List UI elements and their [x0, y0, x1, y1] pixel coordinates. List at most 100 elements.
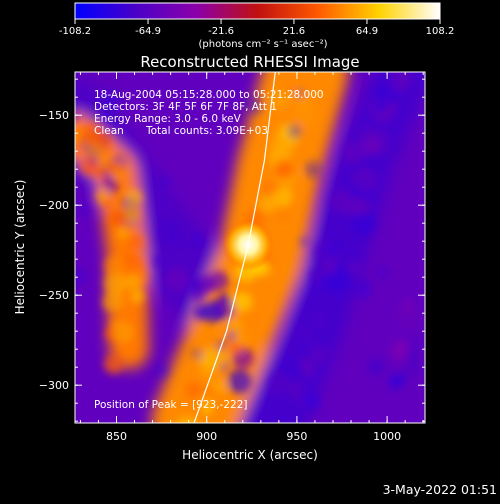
emission-knot: [75, 111, 78, 122]
emission-knot: [308, 314, 333, 339]
emission-knot: [341, 140, 365, 164]
emission-knot: [111, 168, 122, 179]
emission-knot: [82, 124, 105, 146]
emission-knot: [274, 159, 294, 179]
emission-knot: [406, 337, 423, 354]
emission-knot: [322, 261, 336, 275]
colorbar-tick-label: -64.9: [135, 26, 161, 37]
colorbar-gradient: [74, 2, 441, 20]
emission-knot: [325, 269, 351, 295]
colorbar-tick-label: 21.6: [283, 26, 305, 37]
emission-knot: [153, 254, 168, 268]
emission-knot: [274, 390, 294, 410]
x-axis-title: Heliocentric X (arcsec): [182, 448, 318, 462]
total-counts-text: Total counts: 3.09E+03: [145, 125, 268, 137]
emission-knot: [274, 206, 291, 224]
colorbar-tick-label: -21.6: [208, 26, 234, 37]
emission-knot: [184, 381, 203, 400]
emission-knot: [299, 236, 310, 247]
emission-knot: [304, 160, 322, 179]
emission-knot: [352, 168, 377, 193]
energy-range-text: Energy Range: 3.0 - 6.0 keV: [94, 113, 242, 125]
emission-knot: [211, 378, 227, 395]
emission-knot: [245, 96, 264, 115]
emission-knot: [384, 138, 402, 156]
time-range-text: 18-Aug-2004 05:15:28.000 to 05:21:28.000: [94, 89, 324, 101]
emission-knot: [268, 182, 280, 193]
y-tick-label: −200: [39, 199, 69, 212]
emission-knot: [103, 354, 123, 375]
plot-area: 850 900 950 1000 −150 −200 −250 −300 18-Aug-20…: [39, 71, 426, 443]
emission-knot: [156, 364, 169, 378]
emission-knot: [287, 124, 302, 139]
emission-knot: [378, 267, 387, 277]
emission-knot: [191, 348, 204, 360]
emission-knot: [203, 345, 229, 371]
emission-knot: [202, 395, 215, 408]
emission-knot: [270, 89, 291, 110]
emission-knot: [203, 281, 216, 294]
emission-knot: [232, 292, 253, 312]
emission-knot: [102, 91, 120, 109]
emission-knot: [80, 159, 97, 175]
y-axis-ticks: −150 −200 −250 −300: [39, 78, 425, 422]
emission-knot: [387, 374, 404, 390]
emission-knot: [176, 416, 199, 423]
emission-knot: [292, 101, 319, 128]
colorbar-ticks: -108.2 -64.9 -21.6 21.6 64.9 108.2: [59, 19, 454, 37]
emission-knot: [377, 72, 396, 91]
emission-knot: [271, 133, 295, 157]
emission-knot: [302, 393, 320, 411]
emission-knot: [103, 271, 128, 296]
x-tick-label: 900: [196, 430, 217, 443]
emission-knot: [377, 126, 389, 138]
detectors-text: Detectors: 3F 4F 5F 6F 7F 8F, Att 1: [94, 101, 277, 113]
y-tick-label: −300: [39, 379, 69, 392]
emission-knot: [403, 358, 422, 377]
peak-position-text: Position of Peak = [923,-222]: [94, 399, 248, 411]
emission-knot: [105, 111, 116, 122]
generation-date: 3-May-2022 01:51: [383, 482, 497, 497]
emission-knot: [201, 404, 213, 415]
x-tick-label: 1000: [373, 430, 401, 443]
emission-knot: [347, 262, 359, 274]
emission-knot: [295, 88, 305, 98]
emission-knot: [229, 340, 244, 354]
emission-knot: [75, 269, 85, 284]
x-axis-ticks: 850 900 950 1000: [79, 72, 424, 443]
emission-knot: [109, 209, 127, 227]
emission-knot: [86, 141, 104, 159]
emission-knot: [117, 227, 129, 240]
emission-knot: [129, 234, 145, 250]
emission-knot: [227, 369, 252, 394]
emission-knot: [158, 220, 184, 246]
emission-knot: [160, 176, 170, 186]
emission-knot: [125, 189, 143, 207]
emission-knot: [297, 371, 311, 385]
emission-knot: [362, 139, 379, 156]
emission-knot: [112, 321, 134, 343]
emission-knot: [367, 358, 385, 376]
emission-knot: [75, 145, 82, 157]
emission-knot: [102, 291, 124, 313]
plot-frame: [74, 71, 426, 424]
emission-knot: [394, 304, 421, 330]
emission-knot: [335, 193, 357, 215]
emission-knot: [102, 197, 113, 208]
y-tick-label: −150: [39, 109, 69, 122]
x-tick-label: 850: [106, 430, 127, 443]
y-tick-label: −250: [39, 289, 69, 302]
emission-knot: [355, 280, 372, 297]
x-tick-label: 950: [286, 430, 307, 443]
y-axis-title: Heliocentric Y (arcsec): [13, 180, 27, 315]
emission-knot: [201, 300, 224, 323]
emission-knot: [220, 324, 232, 337]
colorbar-tick-label: 64.9: [356, 26, 378, 37]
emission-knot: [75, 127, 79, 143]
emission-knot: [310, 345, 329, 365]
emission-knot: [233, 331, 246, 344]
plot-title: Reconstructed RHESSI Image: [140, 53, 359, 71]
emission-knot: [292, 382, 305, 395]
